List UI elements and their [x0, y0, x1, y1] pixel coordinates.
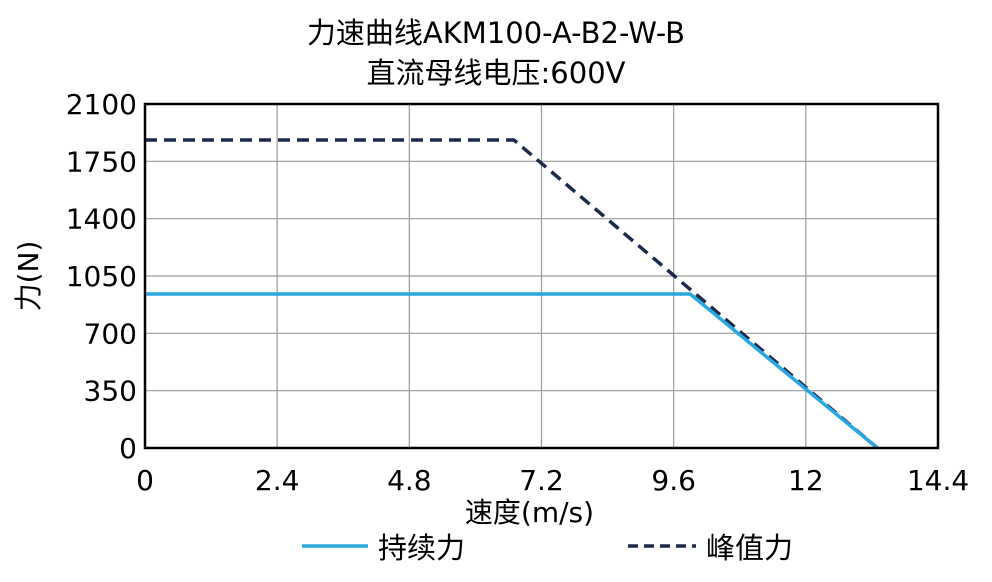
chart-title: 力速曲线AKM100-A-B2-W-B [306, 16, 686, 50]
legend-label-continuous: 持续力 [378, 531, 466, 565]
x-tick-label: 9.6 [651, 464, 696, 497]
plot-frame [143, 102, 940, 450]
y-tick-label: 1050 [66, 260, 137, 293]
y-tick-label: 1750 [66, 145, 137, 178]
legend-label-peak: 峰值力 [706, 531, 794, 565]
y-tick-label: 2100 [66, 88, 137, 121]
legend-item-peak: 峰值力 [626, 526, 793, 566]
legend-swatch-peak [628, 544, 696, 548]
legend-item-continuous: 持续力 [300, 526, 465, 566]
legend-swatch-continuous [302, 544, 368, 548]
x-tick-label: 0 [136, 464, 154, 497]
y-tick-label: 700 [84, 317, 137, 350]
y-tick-label: 1400 [66, 203, 137, 236]
series-line-continuous [145, 292, 879, 450]
y-tick-label: 0 [119, 432, 137, 465]
y-tick-label: 350 [84, 375, 137, 408]
chart-subtitle: 直流母线电压:600V [366, 56, 626, 90]
x-tick-label: 14.4 [907, 464, 969, 497]
series-line-peak [145, 138, 879, 450]
x-tick-label: 7.2 [519, 464, 564, 497]
x-tick-label: 4.8 [387, 464, 432, 497]
x-tick-label: 2.4 [255, 464, 300, 497]
x-axis-label: 速度(m/s) [465, 496, 594, 529]
y-axis-label: 力(N) [12, 241, 45, 312]
x-tick-label: 12 [788, 464, 824, 497]
